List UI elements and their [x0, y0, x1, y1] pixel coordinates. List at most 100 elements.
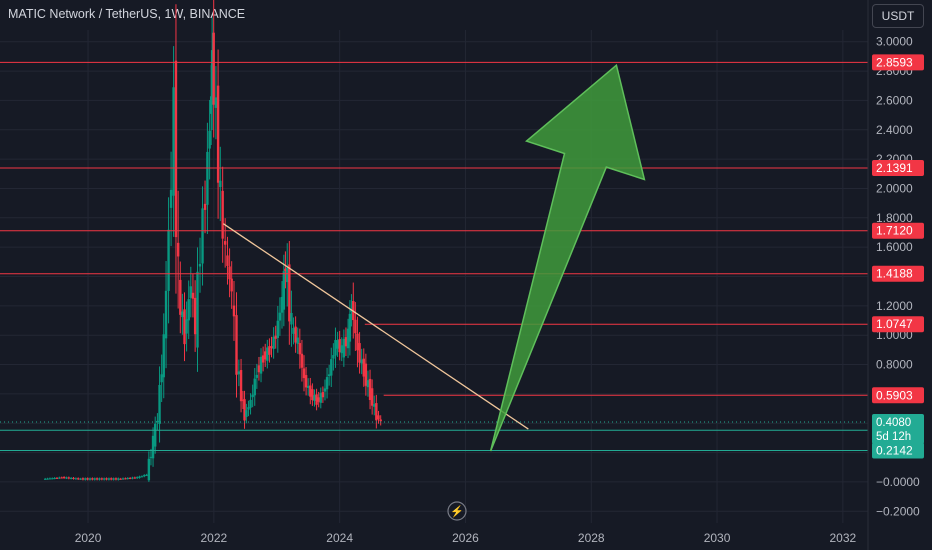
candle-body — [189, 286, 192, 298]
candle-body — [294, 326, 297, 343]
candle-body — [53, 477, 56, 479]
level-price-tag — [872, 316, 924, 333]
x-tick-label: 2024 — [326, 531, 353, 545]
candle-body — [143, 475, 146, 477]
candle-body — [221, 190, 224, 239]
y-tick-label: 3.0000 — [876, 35, 913, 49]
candle-body — [377, 415, 380, 420]
candle-body — [373, 404, 376, 407]
candle-body — [366, 380, 370, 388]
candle-body — [88, 478, 92, 480]
candle-body — [257, 365, 261, 373]
candle-body — [196, 271, 199, 348]
bullish-arrow-drawing[interactable] — [489, 63, 646, 452]
candle-body — [245, 410, 248, 417]
candle-body — [114, 478, 118, 480]
candle-body — [268, 346, 271, 355]
candle-body — [138, 476, 141, 478]
candle-body — [209, 96, 213, 114]
candle-body — [124, 478, 127, 480]
candle-body — [276, 320, 280, 338]
candle-body — [212, 32, 215, 105]
candle-body — [46, 478, 49, 480]
candle-body — [216, 85, 220, 183]
candle-body — [105, 478, 108, 480]
candle-body — [364, 363, 368, 386]
candle-body — [253, 378, 256, 396]
candle-body — [98, 478, 101, 480]
y-tick-label: 1.8000 — [876, 211, 913, 225]
level-price-label: 0.2142 — [876, 443, 913, 457]
candle-body — [298, 343, 302, 355]
candle-body — [162, 334, 165, 378]
candle-body — [232, 305, 236, 317]
candle-body — [203, 203, 207, 210]
candle-body — [102, 478, 106, 480]
candle-body — [346, 328, 350, 349]
candle-body — [280, 296, 284, 313]
currency-selector[interactable]: USDT — [872, 4, 924, 28]
candle-body — [74, 478, 78, 480]
y-tick-label: 1.6000 — [876, 240, 913, 254]
descending-trendline[interactable] — [222, 223, 529, 430]
candle-body — [325, 377, 329, 390]
candle-body — [145, 474, 148, 476]
candle-body — [358, 343, 361, 363]
candle-body — [60, 477, 63, 479]
candle-body — [107, 478, 111, 480]
candle-body — [300, 353, 304, 368]
candle-body — [164, 290, 168, 339]
candle-body — [251, 394, 254, 398]
candle-body — [315, 394, 318, 405]
candle-body — [208, 130, 211, 149]
level-price-tag — [872, 54, 924, 71]
candle-body — [174, 60, 178, 238]
candle-body — [311, 389, 314, 401]
candle-body — [48, 478, 52, 480]
candle-body — [354, 319, 357, 334]
current-price-label: 0.4080 — [876, 417, 911, 429]
candle-body — [91, 478, 94, 480]
y-tick-label: 1.2000 — [876, 299, 913, 313]
candle-body — [160, 374, 163, 383]
candle-body — [147, 458, 151, 481]
candle-body — [69, 477, 73, 479]
candle-body — [274, 335, 277, 339]
candle-body — [119, 478, 122, 480]
level-price-label: 0.5903 — [876, 388, 913, 402]
candle-body — [237, 371, 241, 375]
candle-body — [360, 359, 363, 364]
candle-body — [241, 399, 245, 401]
level-price-label: 1.7120 — [876, 224, 913, 238]
level-price-tag — [872, 442, 924, 459]
candle-body — [340, 345, 343, 354]
candle-body — [185, 319, 188, 334]
x-tick-label: 2022 — [201, 531, 228, 545]
level-price-label: 1.0747 — [876, 317, 913, 331]
y-tick-label: 2.6000 — [876, 93, 913, 107]
candle-body — [356, 333, 359, 351]
candle-body — [223, 241, 227, 245]
candle-body — [336, 340, 339, 349]
candle-body — [154, 423, 157, 447]
candle-body — [206, 151, 209, 205]
candle-body — [140, 476, 144, 478]
candle-body — [179, 279, 182, 315]
candle-body — [79, 478, 82, 480]
candle-body — [193, 297, 197, 335]
y-tick-label: 0.8000 — [876, 358, 913, 372]
candle-body — [181, 311, 184, 318]
candle-body — [317, 397, 320, 402]
candle-body — [172, 87, 175, 196]
candle-body — [270, 346, 273, 348]
x-tick-label: 2028 — [578, 531, 605, 545]
candle-body — [370, 388, 374, 406]
candle-body — [264, 351, 267, 360]
candle-body — [95, 478, 99, 480]
candle-body — [272, 336, 275, 350]
level-price-tag — [872, 160, 924, 177]
candle-body — [259, 356, 263, 374]
level-price-label: 2.8593 — [876, 55, 913, 69]
candle-body — [323, 388, 327, 392]
